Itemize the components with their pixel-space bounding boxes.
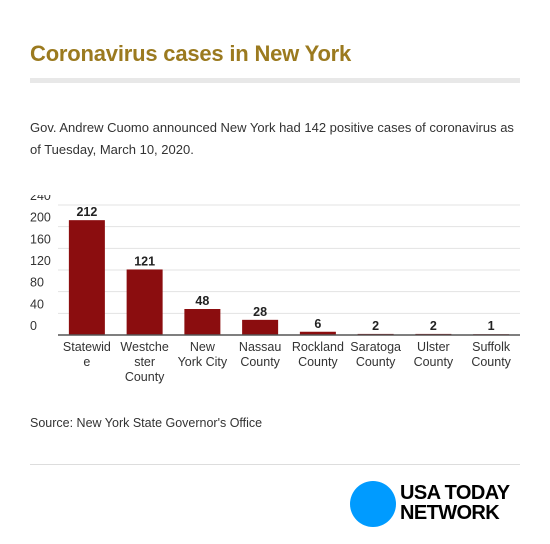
bar [68,220,105,335]
bar-chart: 0 40 80 120 160 200 240 212 121 48 28 6 2 2 1 Statewi… [30,195,520,384]
y-axis-ticks: 0 40 80 120 160 200 240 [30,195,51,333]
bar-data-label: 121 [134,254,155,268]
y-tick-label: 160 [30,232,51,246]
title-divider [30,78,520,83]
chart-subtitle: Gov. Andrew Cuomo announced New York had… [30,120,514,157]
source-note: Source: New York State Governor's Office [30,416,263,430]
x-tick-label: Saratoga [350,340,401,354]
y-tick-label: 0 [30,319,37,333]
y-tick-label: 40 [30,297,44,311]
y-tick-label: 80 [30,276,44,290]
x-tick-label: e [83,355,90,369]
footer-divider [30,464,520,465]
chart-title: Coronavirus cases in New York [30,41,352,66]
x-tick-label: County [298,355,338,369]
logo-circle-icon [350,481,396,527]
y-tick-label: 120 [30,254,51,268]
logo-wordmark: USA TODAY NETWORK [400,482,510,524]
bar [299,331,336,335]
y-tick-label: 200 [30,211,51,225]
bar-data-label: 48 [195,294,209,308]
bar-data-label: 212 [76,205,97,219]
x-tick-label: Suffolk [472,340,511,354]
x-tick-label: Rockland [292,340,344,354]
x-tick-label: County [125,370,165,384]
x-tick-label: New [190,340,216,354]
bar [126,269,163,335]
usa-today-network-logo: USA TODAY NETWORK [350,481,525,527]
y-tick-label: 240 [30,195,51,203]
x-tick-label: County [471,355,511,369]
x-tick-label: County [240,355,280,369]
logo-line-1: USA TODAY [400,482,510,504]
x-tick-label: Nassau [239,340,281,354]
x-tick-label: Statewid [63,340,111,354]
x-tick-label: ster [134,355,155,369]
x-tick-label: County [356,355,396,369]
bar-data-label: 6 [314,317,321,331]
logo-line-2: NETWORK [400,502,500,524]
bar-data-label: 1 [488,319,495,333]
x-tick-label: York City [178,355,228,369]
x-tick-label: County [414,355,454,369]
bar [242,319,279,335]
bars: 212 121 48 28 6 2 2 1 [68,205,510,335]
bar-data-label: 2 [430,319,437,333]
bar-data-label: 28 [253,305,267,319]
bar-data-label: 2 [372,319,379,333]
x-tick-label: Westche [120,340,168,354]
bar [184,309,221,335]
x-tick-label: Ulster [417,340,450,354]
